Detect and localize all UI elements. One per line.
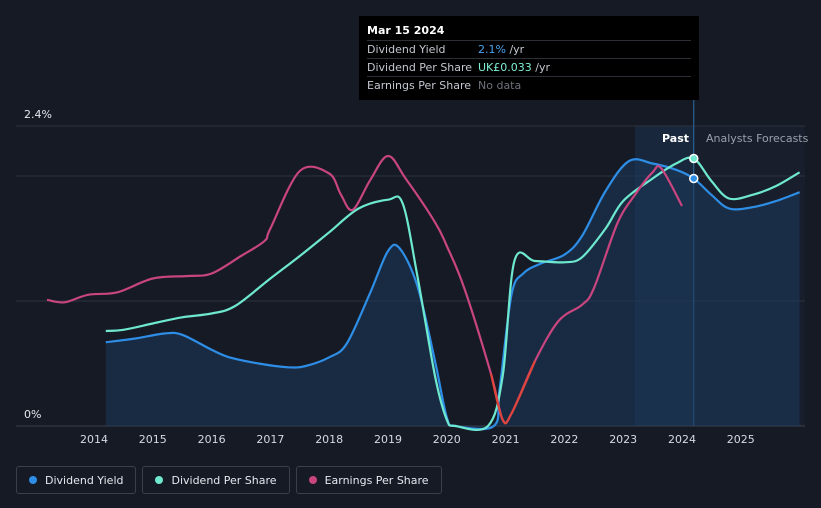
legend-dot-icon <box>29 476 37 484</box>
x-tick-label: 2015 <box>139 433 167 446</box>
tooltip-unit: /yr <box>531 61 551 74</box>
eps-negative-segment <box>489 360 537 425</box>
x-tick-label: 2025 <box>727 433 755 446</box>
x-tick-label: 2016 <box>198 433 226 446</box>
tooltip-date: Mar 15 2024 <box>367 24 445 37</box>
dps-marker <box>689 153 699 164</box>
x-tick-label: 2020 <box>433 433 461 446</box>
tooltip-value: No data <box>478 79 522 92</box>
chart-area-fills <box>105 159 800 430</box>
tooltip-unit: /yr <box>505 43 525 56</box>
x-tick-label: 2018 <box>315 433 343 446</box>
tooltip-label: Dividend Per Share <box>367 61 473 74</box>
tooltip-row-dps: Dividend Per Share UK£0.033 /yr <box>367 58 691 76</box>
legend-earnings-per-share[interactable]: Earnings Per Share <box>295 466 442 494</box>
earnings-per-share-line <box>46 154 683 425</box>
x-axis-ticks: 2014 2015 2016 2017 2018 2019 2020 2021 2022 2023… <box>80 433 755 446</box>
legend-dividend-yield[interactable]: Dividend Yield <box>16 466 137 494</box>
tooltip-value: 2.1% <box>478 43 506 56</box>
tooltip-value: UK£0.033 <box>478 61 532 74</box>
x-tick-label: 2017 <box>256 433 284 446</box>
legend-label: Earnings Per Share <box>324 473 429 487</box>
tooltip-row-yield: Dividend Yield 2.1% /yr <box>367 40 691 58</box>
legend-label: Dividend Per Share <box>171 473 277 487</box>
tooltip-label: Earnings Per Share <box>367 79 472 92</box>
x-tick-label: 2024 <box>668 433 696 446</box>
legend-dot-icon <box>155 476 164 484</box>
tooltip-label: Dividend Yield <box>367 43 446 56</box>
legend-label: Dividend Yield <box>45 473 124 487</box>
x-tick-label: 2014 <box>80 433 108 446</box>
dividend-chart: 2014 2015 2016 2017 2018 2019 2020 2021 2022 2023… <box>16 16 809 446</box>
x-tick-label: 2019 <box>374 433 402 446</box>
y-axis-top-label: 2.4% <box>24 108 52 121</box>
y-axis-bottom-label: 0% <box>24 408 41 421</box>
x-tick-label: 2021 <box>492 433 520 446</box>
x-tick-label: 2022 <box>550 433 578 446</box>
chart-markers <box>689 153 699 184</box>
chart-legend: Dividend Yield Dividend Per Share Earnin… <box>16 466 442 494</box>
tooltip-row-eps: Earnings Per Share No data <box>367 76 691 94</box>
legend-dividend-per-share[interactable]: Dividend Per Share <box>142 466 290 494</box>
x-tick-label: 2023 <box>609 433 637 446</box>
legend-dot-icon <box>308 476 317 484</box>
dividend-yield-area <box>105 159 800 430</box>
past-label: Past <box>662 132 689 145</box>
chart-tooltip: Mar 15 2024 Dividend Yield 2.1% /yr Divi… <box>359 16 699 100</box>
yield-marker <box>689 173 699 184</box>
forecast-label: Analysts Forecasts <box>706 132 809 145</box>
